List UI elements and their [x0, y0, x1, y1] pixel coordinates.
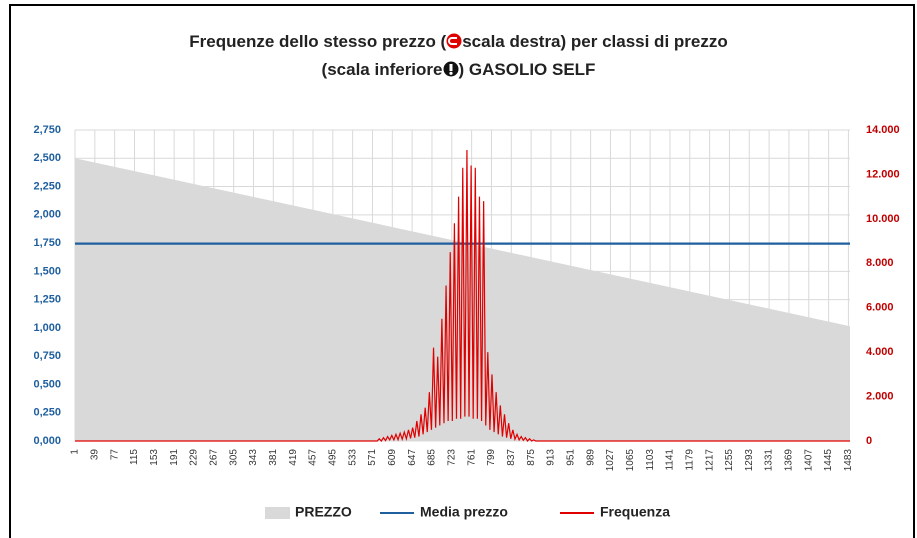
x-tick-label: 1	[70, 449, 81, 455]
x-tick-label: 913	[546, 449, 557, 466]
icon	[443, 61, 458, 77]
x-tick-label: 457	[308, 449, 319, 466]
y-tick-label: 0,500	[33, 378, 61, 390]
x-tick-label: 685	[427, 449, 438, 466]
y-tick-label: 2,250	[33, 180, 61, 192]
y2-tick-label: 6.000	[866, 302, 894, 314]
x-tick-label: 533	[347, 449, 358, 466]
y2-tick-label: 12.000	[866, 168, 900, 180]
x-tick-label: 951	[565, 449, 576, 466]
frame	[9, 4, 915, 538]
x-tick-label: 1369	[784, 449, 795, 472]
y-tick-label: 0,250	[33, 407, 61, 419]
y-tick-label: 1,750	[33, 237, 61, 249]
y-tick-label: 2,750	[33, 124, 61, 136]
y2-tick-label: 0	[866, 435, 872, 447]
x-tick-label: 343	[248, 449, 259, 466]
y-tick-label: 1,250	[33, 294, 61, 306]
legend-label: Frequenza	[600, 504, 670, 520]
chart-title: Frequenze dello stesso prezzo ( scala des…	[0, 28, 917, 84]
title-part: Frequenze dello stesso prezzo (	[189, 32, 447, 51]
x-tick-label: 1027	[605, 449, 616, 472]
x-tick-label: 419	[288, 449, 299, 466]
x-tick-label: 191	[169, 449, 180, 466]
x-tick-label: 571	[367, 449, 378, 466]
title-part: ) GASOLIO SELF	[458, 60, 596, 79]
x-tick-label: 989	[585, 449, 596, 466]
title-line: (scala inferiore ) GASOLIO SELF	[0, 56, 917, 84]
y-tick-label: 2,500	[33, 152, 61, 164]
title-line: Frequenze dello stesso prezzo ( scala des…	[0, 28, 917, 56]
x-tick-label: 1217	[704, 449, 715, 472]
x-tick-label: 1103	[645, 449, 656, 471]
x-tick-label: 305	[228, 449, 239, 466]
x-tick-label: 495	[327, 449, 338, 466]
y2-tick-label: 10.000	[866, 213, 900, 225]
y2-tick-label: 4.000	[866, 346, 894, 358]
x-tick-label: 115	[129, 449, 140, 465]
legend-label: PREZZO	[295, 504, 352, 520]
title-part: (scala inferiore	[321, 60, 443, 79]
icon	[446, 33, 462, 49]
x-tick-label: 77	[109, 449, 120, 461]
x-tick-label: 1445	[823, 449, 834, 472]
legend-swatch	[265, 507, 290, 519]
y-tick-label: 0,750	[33, 350, 61, 362]
x-tick-label: 1407	[803, 449, 814, 472]
y2-tick-label: 14.000	[866, 124, 900, 136]
x-tick-label: 39	[89, 449, 100, 461]
x-tick-label: 723	[446, 449, 457, 466]
y-tick-label: 2,000	[33, 209, 61, 221]
x-tick-label: 837	[506, 449, 517, 466]
x-tick-label: 381	[268, 449, 279, 466]
legend-label: Media prezzo	[420, 504, 508, 520]
x-tick-label: 609	[387, 449, 398, 466]
x-tick-label: 1331	[764, 449, 775, 472]
x-tick-label: 1179	[684, 449, 695, 471]
y2-tick-label: 2.000	[866, 390, 894, 402]
x-tick-label: 799	[486, 449, 497, 466]
x-tick-label: 153	[149, 449, 160, 466]
x-tick-label: 267	[208, 449, 219, 466]
x-tick-label: 875	[526, 449, 537, 466]
y-tick-label: 0,000	[33, 435, 61, 447]
x-tick-label: 761	[466, 449, 477, 466]
x-tick-label: 1293	[744, 449, 755, 472]
area	[75, 158, 850, 442]
x-tick-label: 1483	[843, 449, 854, 472]
title-part: scala destra) per classi di prezzo	[462, 32, 728, 51]
x-tick-label: 1065	[625, 449, 636, 472]
x-tick-label: 1255	[724, 449, 735, 472]
y2-tick-label: 8.000	[866, 257, 894, 269]
y-tick-label: 1,000	[33, 322, 61, 334]
x-tick-label: 1141	[665, 449, 676, 471]
x-tick-label: 647	[407, 449, 418, 466]
x-tick-label: 229	[189, 449, 200, 466]
y-tick-label: 1,500	[33, 265, 61, 277]
